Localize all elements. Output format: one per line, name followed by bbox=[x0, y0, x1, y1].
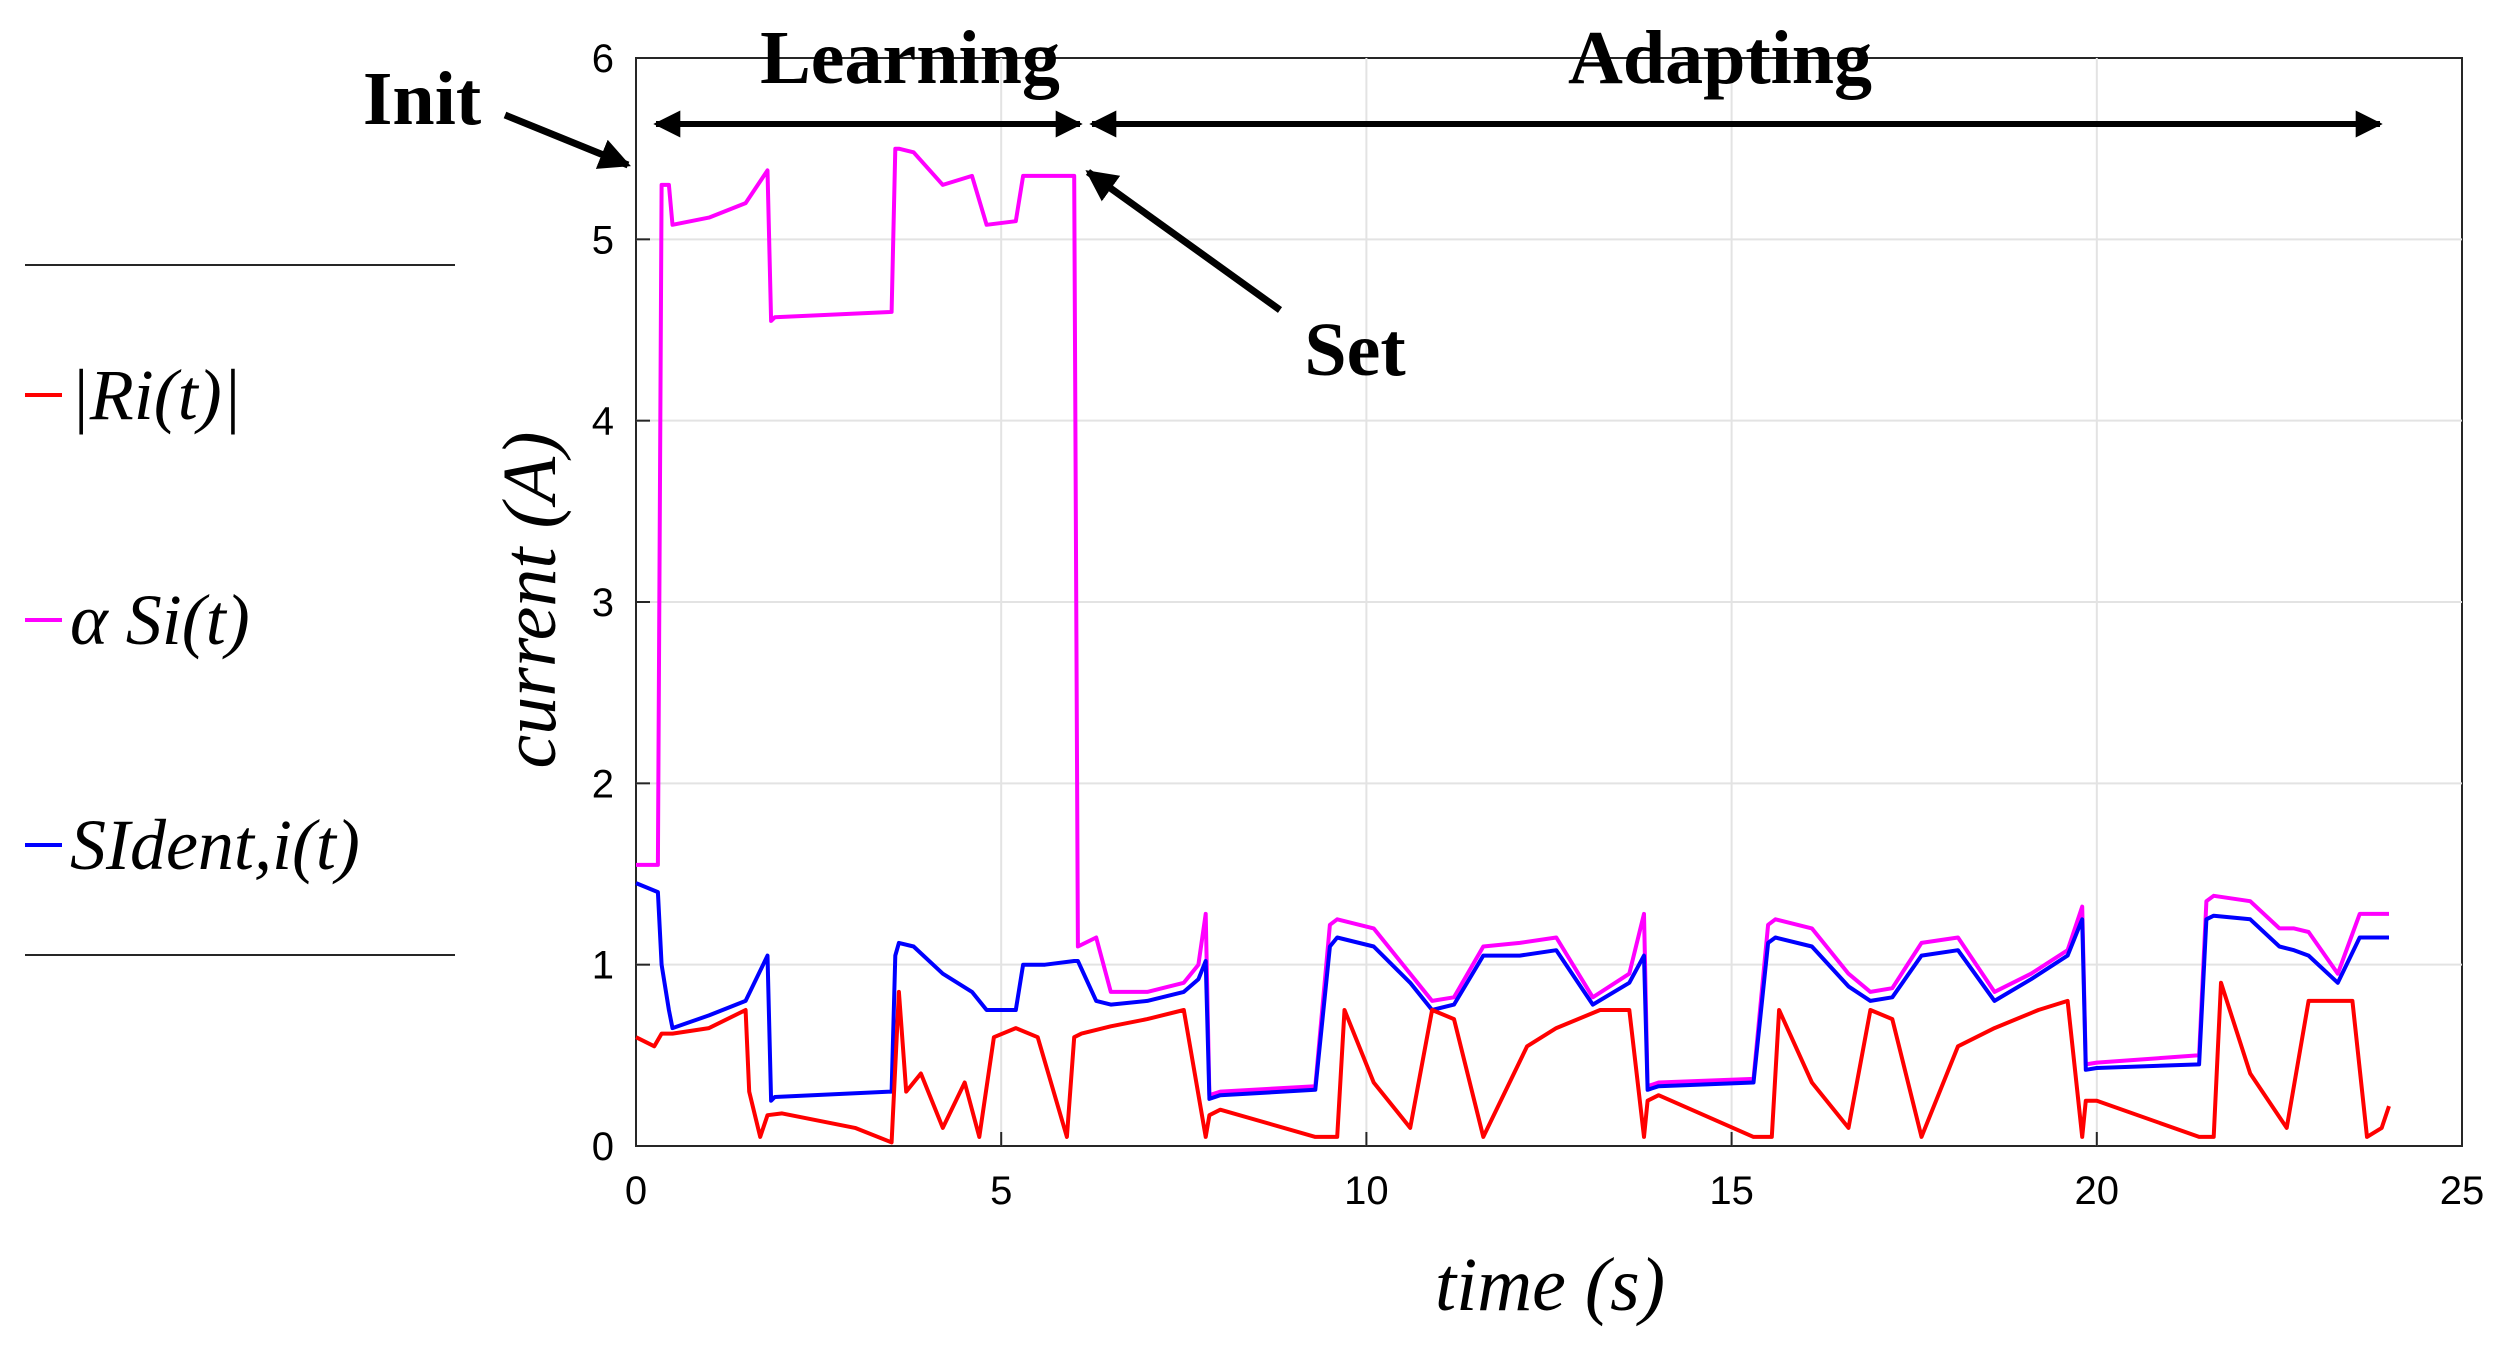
x-tick-label: 20 bbox=[2075, 1169, 2120, 1213]
y-tick-label: 2 bbox=[592, 762, 614, 806]
y-tick-label: 5 bbox=[592, 218, 614, 262]
y-tick-label: 1 bbox=[592, 944, 614, 988]
set-annotation: Set bbox=[1304, 308, 1405, 392]
x-axis-label: time (s) bbox=[1435, 1243, 1665, 1327]
y-tick-label: 6 bbox=[592, 37, 614, 81]
series-line-0 bbox=[635, 980, 2391, 1145]
y-axis-label: current (A) bbox=[488, 432, 572, 769]
legend-label: |Ri(t)| bbox=[70, 355, 242, 435]
x-tick-label: 15 bbox=[1709, 1169, 1754, 1213]
grid bbox=[635, 57, 2463, 1147]
series-line-1 bbox=[636, 146, 2389, 1098]
init-arrow bbox=[503, 111, 631, 169]
series-layer bbox=[635, 146, 2391, 1145]
legend-label: α Si(t) bbox=[70, 580, 250, 660]
legend: |Ri(t)| α Si(t) SIdent,i(t) bbox=[25, 264, 455, 956]
set-arrow bbox=[1085, 169, 1283, 313]
learning-annotation: Learning bbox=[760, 16, 1060, 100]
x-tick-label: 25 bbox=[2440, 1169, 2485, 1213]
tick-labels: 0 5 10 15 20 25 0 1 2 3 4 5 6 bbox=[592, 37, 2485, 1213]
y-tick-label: 4 bbox=[592, 400, 614, 444]
adapting-annotation: Adapting bbox=[1568, 16, 1872, 100]
y-tick-label: 3 bbox=[592, 581, 614, 625]
x-tick-label: 0 bbox=[625, 1169, 647, 1213]
x-tick-label: 10 bbox=[1344, 1169, 1389, 1213]
x-tick-label: 5 bbox=[990, 1169, 1012, 1213]
y-tick-label: 0 bbox=[592, 1125, 614, 1169]
init-annotation: Init bbox=[363, 57, 481, 141]
legend-label: SIdent,i(t) bbox=[70, 805, 360, 885]
